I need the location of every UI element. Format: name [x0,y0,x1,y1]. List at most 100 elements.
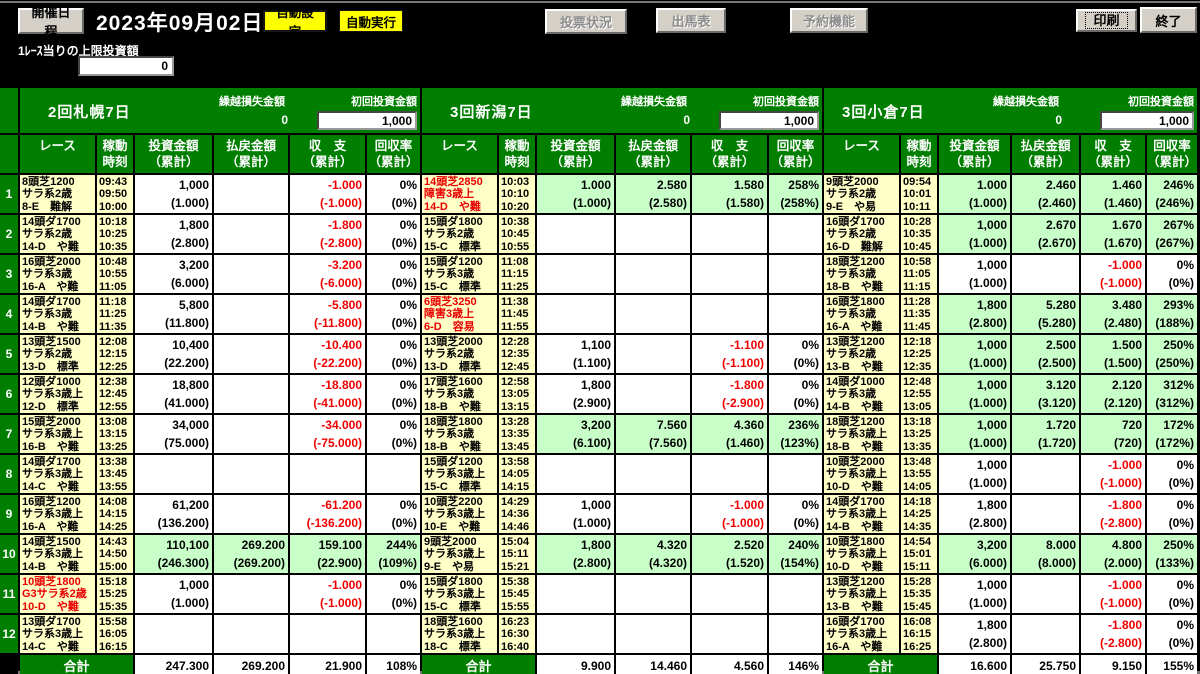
balance-cell [692,575,767,613]
invest-cell: 1,800 (2.800) [537,535,614,573]
balance-cell: -1.000 (-1.000) [1081,575,1145,613]
rate-cell: 0% (0%) [367,375,420,413]
balance-cell [692,255,767,293]
auto-setting-button[interactable]: 自動設定 [263,6,327,39]
rate-cell: 267% (267%) [1147,215,1197,253]
payout-cell [1012,455,1079,493]
payout-cell [214,255,288,293]
payout-cell [214,175,288,213]
initial-investment-input[interactable] [719,111,819,130]
race-cell: 18頭芝1800 サラ系3歳 18-B や難 [422,415,497,453]
time-cell: 14:08 14:15 14:25 [97,495,133,533]
race-cell: 13頭芝2000 サラ系2歳 13-D 標準 [422,335,497,373]
payout-cell: 2.460 (2.460) [1012,175,1079,213]
rate-cell [367,615,420,653]
carryover-loss: 繰越損失金額 0 [206,88,298,133]
total-label: 合計 [824,655,937,674]
rate-cell [769,615,822,653]
rate-cell: 0% (0%) [367,335,420,373]
payout-cell: 3.120 (3.120) [1012,375,1079,413]
balance-cell: -1.000 (-1.000) [290,175,365,213]
invest-cell [135,455,212,493]
rate-cell: 0% (0%) [367,175,420,213]
invest-cell: 1,800 (2.800) [939,495,1010,533]
exit-button[interactable]: 終了 [1140,7,1197,33]
auto-execute-button[interactable]: 自動実行 [339,10,403,32]
per-race-limit-label: 1ﾚｰｽ当りの上限投資額 [18,44,139,58]
race-cell: 14頭ダ1700 サラ系3歳 14-B や難 [20,295,95,333]
results-grid: レース 稼動 時刻 投資金額 （累計） 払戻金額 （累計） 収 支 （累計） 回… [422,135,822,674]
carryover-loss-label: 繰越損失金額 [219,96,285,108]
time-cell: 13:28 13:35 13:45 [499,415,535,453]
total-label: 合計 [20,655,133,674]
invest-cell [537,615,614,653]
per-race-limit-input[interactable] [78,56,174,76]
schedule-button[interactable]: 開催日程 [18,5,84,39]
time-cell: 15:28 15:35 15:45 [901,575,937,613]
race-cell: 10頭芝2000 サラ系3歳上 10-D や難 [824,455,899,493]
race-cell: 6頭芝3250 障害3歳上 6-D 容易 [422,295,497,333]
invest-cell: 5,800 (11.800) [135,295,212,333]
balance-cell [290,455,365,493]
rate-cell: 246% (246%) [1147,175,1197,213]
time-cell: 13:08 13:15 13:25 [97,415,133,453]
race-cell: 16頭ダ1700 サラ系3歳上 16-A や難 [824,615,899,653]
payout-cell [616,215,690,253]
initial-investment-label: 初回投資金額 [351,96,417,108]
col-header-time: 稼動 時刻 [97,135,133,173]
rate-cell: 0% (0%) [367,255,420,293]
balance-cell [290,615,365,653]
row-number-column: 1 2 3 4 5 6 7 8 9 10 11 12 [0,88,18,674]
payout-cell: 1.720 (1.720) [1012,415,1079,453]
initial-investment-input[interactable] [317,111,417,130]
balance-cell: -1.800 (-2.800) [1081,495,1145,533]
time-cell: 12:48 12:55 13:05 [901,375,937,413]
rate-cell [769,455,822,493]
col-header-invest: 投資金額 （累計） [939,135,1010,173]
race-cell: 10頭芝1800 G3サラ系2歳 10-D や難 [20,575,95,613]
window-top-edge [0,1,1200,3]
col-header-rate: 回収率 （累計） [367,135,420,173]
row-number: 6 [0,375,18,413]
balance-cell: -5.800 (-11.800) [290,295,365,333]
balance-cell: -1.800 (-2.900) [692,375,767,413]
rate-cell: 0% (0%) [1147,615,1197,653]
horse-table-button: 出馬表 [656,8,726,33]
col-header-balance: 収 支 （累計） [290,135,365,173]
payout-cell [1012,575,1079,613]
total-rate: 155% [1147,655,1197,674]
row-number: 1 [0,175,18,213]
payout-cell: 2.670 (2.670) [1012,215,1079,253]
time-cell: 11:28 11:35 11:45 [901,295,937,333]
payout-cell [214,455,288,493]
venue-title: 2回札幌7日 [48,104,131,121]
rate-cell: 244% (109%) [367,535,420,573]
row-number: 8 [0,455,18,493]
payout-cell [214,415,288,453]
rate-cell: 236% (123%) [769,415,822,453]
table-header-band: 2回札幌7日 繰越損失金額 0 初回投資金額 [20,88,420,133]
payout-cell: 2.500 (2.500) [1012,335,1079,373]
rate-cell: 0% (0%) [367,295,420,333]
race-cell: 14頭芝2850 障害3歳上 14-D や難 [422,175,497,213]
total-balance: 21.900 [290,655,365,674]
time-cell: 10:03 10:10 10:20 [499,175,535,213]
race-cell: 14頭ダ1000 サラ系3歳 14-B や難 [824,375,899,413]
venue-title: 3回新潟7日 [450,104,533,121]
balance-cell [692,295,767,333]
invest-cell: 18,800 (41.000) [135,375,212,413]
time-cell: 11:38 11:45 11:55 [499,295,535,333]
table-header-band: 3回新潟7日 繰越損失金額 0 初回投資金額 [422,88,822,133]
row-number: 9 [0,495,18,533]
invest-cell [537,575,614,613]
balance-cell: -1.100 (-1.100) [692,335,767,373]
total-label: 合計 [422,655,535,674]
row-number: 12 [0,615,18,653]
time-cell: 13:38 13:45 13:55 [97,455,133,493]
initial-investment-input[interactable] [1100,111,1194,130]
invest-cell: 1,000 (1.000) [939,215,1010,253]
initial-investment-label: 初回投資金額 [1128,96,1194,108]
time-cell: 14:29 14:36 14:46 [499,495,535,533]
print-button[interactable]: 印刷 [1076,9,1137,32]
carryover-loss-value: 0 [281,113,288,127]
